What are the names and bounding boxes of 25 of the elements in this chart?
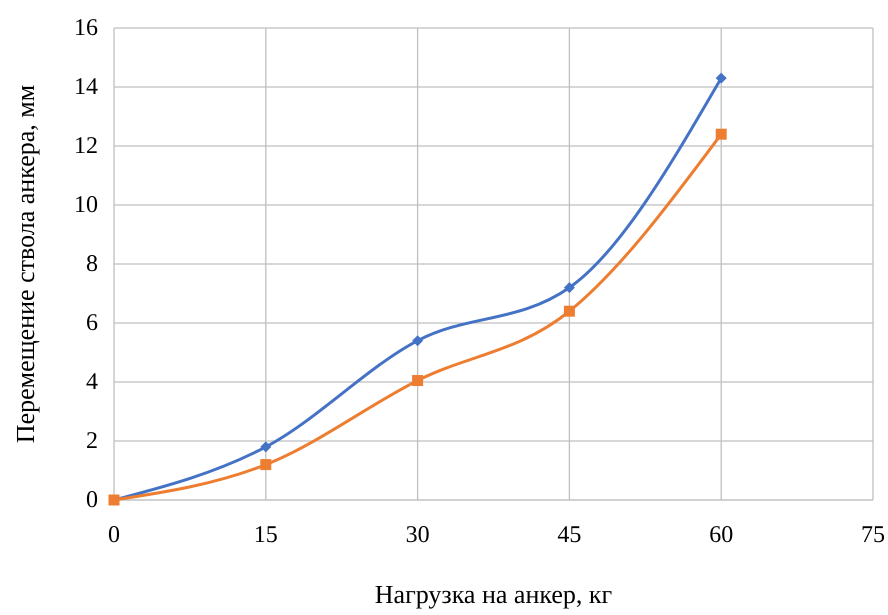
point	[260, 459, 272, 470]
y-tick-label: 10	[74, 192, 98, 218]
x-tick-label: 60	[709, 522, 734, 548]
y-tick-label: 4	[86, 369, 98, 395]
x-tick-label: 75	[861, 522, 885, 548]
point	[412, 335, 424, 346]
y-tick-label: 12	[74, 133, 98, 159]
point	[564, 306, 575, 317]
y-axis-title: Перемещение ствола анкера, мм	[11, 84, 40, 444]
y-tick-label: 6	[86, 310, 98, 336]
y-tick-label: 8	[86, 251, 98, 277]
x-tick-label: 15	[254, 522, 278, 548]
y-tick-label: 0	[86, 487, 98, 513]
point	[412, 375, 424, 386]
x-tick-label: 0	[108, 522, 120, 548]
point	[260, 441, 272, 452]
x-axis-title: Нагрузка на анкер, кг	[374, 580, 612, 609]
point	[716, 128, 727, 140]
x-tick-label: 45	[557, 522, 582, 548]
point	[564, 282, 575, 294]
y-tick-label: 16	[74, 15, 98, 41]
y-tick-label: 14	[74, 74, 98, 100]
y-tick-label: 2	[86, 428, 98, 454]
x-tick-label: 30	[406, 522, 430, 548]
point	[716, 72, 727, 84]
